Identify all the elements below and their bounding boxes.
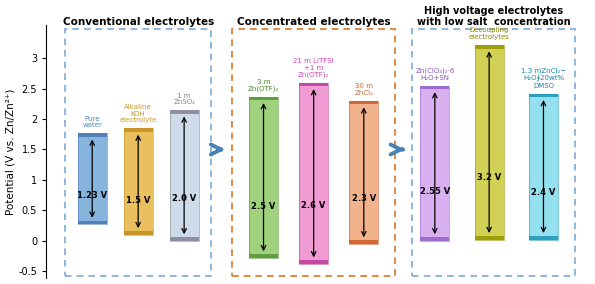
Bar [475,45,504,239]
Bar [412,29,575,276]
Bar [249,97,278,258]
Text: 2.55 V: 2.55 V [419,187,450,196]
Bar [65,29,211,276]
Bar [475,45,504,49]
Bar [249,97,278,100]
Bar [170,110,199,241]
Bar [349,240,378,244]
Bar [124,128,153,235]
Bar [420,237,449,241]
Text: 2.6 V: 2.6 V [302,201,326,210]
Bar [170,110,199,241]
Text: Zn(ClO₄)₂·6
H₂O+SN: Zn(ClO₄)₂·6 H₂O+SN [415,68,455,81]
Bar [170,237,199,241]
Bar [420,85,449,241]
Bar [77,221,107,224]
Bar [249,254,278,258]
Bar [124,128,153,235]
Text: 2.4 V: 2.4 V [531,188,556,197]
Bar [475,236,504,239]
Text: High voltage electrolytes
with low salt  concentration: High voltage electrolytes with low salt … [416,6,570,27]
Bar [349,101,378,244]
Text: 2.3 V: 2.3 V [352,193,376,202]
Bar [299,83,328,264]
Bar [249,97,278,258]
Bar [529,93,558,239]
Bar [529,93,558,97]
Bar [420,85,449,241]
Text: Conventional electrolytes: Conventional electrolytes [62,16,214,27]
Bar [77,133,107,224]
Text: Decoupling
electrolytes: Decoupling electrolytes [469,28,509,40]
Bar [124,128,153,132]
Y-axis label: Potential (V vs. Zn/Zn²⁺): Potential (V vs. Zn/Zn²⁺) [5,88,15,215]
Text: Concentrated electrolytes: Concentrated electrolytes [237,16,390,27]
Text: 3.2 V: 3.2 V [477,173,501,182]
Bar [124,231,153,235]
Text: 2.5 V: 2.5 V [251,202,275,211]
Bar [420,85,449,89]
Bar [475,45,504,239]
Text: 1 m
ZnSO₄: 1 m ZnSO₄ [173,93,195,105]
Text: 1.23 V: 1.23 V [77,191,107,200]
Bar [232,29,395,276]
Text: 3 m
Zn(OTF)₂: 3 m Zn(OTF)₂ [248,79,279,92]
Text: 1.5 V: 1.5 V [126,196,151,205]
Bar [299,83,328,86]
Text: 2.0 V: 2.0 V [172,194,196,203]
Bar [349,101,378,244]
Bar [77,133,107,224]
Bar [299,260,328,264]
Text: 1.3 mZnCl₂−
H₂O∲20wt%
DMSO: 1.3 mZnCl₂− H₂O∲20wt% DMSO [521,68,566,89]
Bar [299,83,328,264]
Bar [529,236,558,239]
Text: 30 m
ZnCl₂: 30 m ZnCl₂ [354,83,373,96]
Bar [77,133,107,137]
Text: 21 m LiTFSI
+1 m
Zn(OTF)₂: 21 m LiTFSI +1 m Zn(OTF)₂ [293,58,334,78]
Bar [170,110,199,114]
Bar [349,101,378,105]
Text: Pure
water: Pure water [82,116,102,128]
Bar [529,93,558,239]
Text: Alkaline
KOH
electrolyte: Alkaline KOH electrolyte [120,104,157,123]
